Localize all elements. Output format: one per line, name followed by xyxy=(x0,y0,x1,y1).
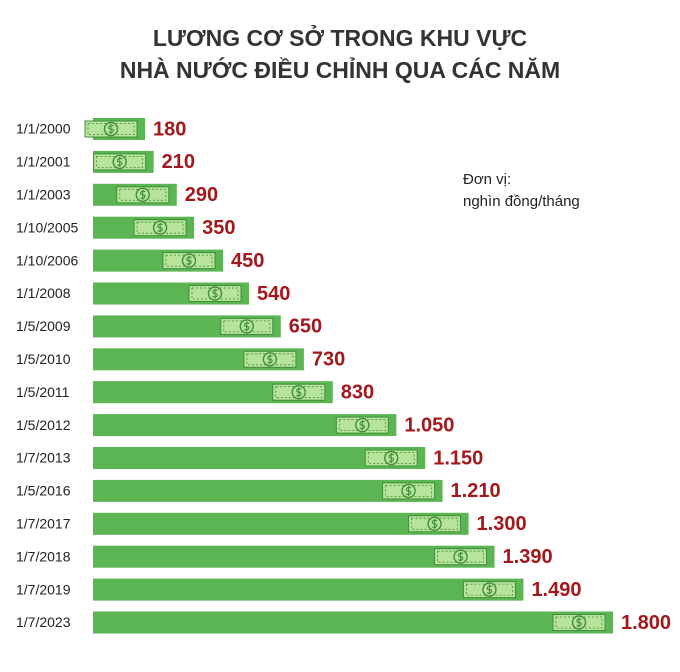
value-label: 1.210 xyxy=(451,480,501,502)
dollar-sign xyxy=(457,551,464,562)
chart-title: NHÀ NƯỚC ĐIỀU CHỈNH QUA CÁC NĂM xyxy=(120,55,560,83)
money-icon xyxy=(364,449,418,467)
value-label: 1.150 xyxy=(433,447,483,469)
y-tick-label: 1/1/2000 xyxy=(16,121,71,137)
value-label: 290 xyxy=(185,184,218,206)
value-label: 350 xyxy=(202,217,235,239)
money-icon xyxy=(272,383,326,401)
y-tick-label: 1/10/2006 xyxy=(16,252,78,268)
dollar-sign xyxy=(186,255,192,266)
money-icon xyxy=(93,153,147,171)
y-tick-label: 1/7/2018 xyxy=(16,548,71,564)
value-label: 830 xyxy=(341,381,374,403)
bar xyxy=(93,414,397,437)
y-tick-label: 1/1/2003 xyxy=(16,187,71,203)
money-icon xyxy=(434,548,488,566)
value-label: 1.300 xyxy=(477,513,527,535)
dollar-sign xyxy=(243,321,250,332)
y-tick-label: 1/5/2012 xyxy=(16,417,71,433)
y-tick-label: 1/5/2016 xyxy=(16,483,71,499)
value-label: 1.050 xyxy=(404,414,454,436)
dollar-sign xyxy=(295,387,302,398)
y-tick-label: 1/5/2009 xyxy=(16,318,71,334)
y-tick-label: 1/7/2019 xyxy=(16,581,71,597)
value-label: 730 xyxy=(312,349,345,371)
bar xyxy=(93,479,443,502)
dollar-sign xyxy=(108,124,114,134)
y-tick-label: 1/1/2008 xyxy=(16,285,71,301)
money-icon xyxy=(162,252,216,270)
dollar-sign xyxy=(576,617,582,628)
dollar-sign xyxy=(212,288,218,299)
dollar-sign xyxy=(139,189,146,200)
money-icon xyxy=(116,186,170,204)
banknote-inner xyxy=(96,155,144,168)
value-label: 210 xyxy=(162,151,195,173)
y-tick-label: 1/7/2017 xyxy=(16,516,71,532)
money-icon xyxy=(133,219,187,237)
value-label: 180 xyxy=(153,118,186,140)
value-label: 1.390 xyxy=(503,546,553,568)
money-icon xyxy=(220,317,274,335)
dollar-sign xyxy=(116,156,123,167)
money-icon xyxy=(188,285,242,302)
y-tick-label: 1/1/2001 xyxy=(16,154,71,170)
money-icon xyxy=(84,120,138,138)
chart-title: LƯƠNG CƠ SỞ TRONG KHU VỰC xyxy=(153,23,527,51)
money-icon xyxy=(462,581,516,599)
bar xyxy=(93,512,469,535)
y-tick-label: 1/7/2013 xyxy=(16,450,71,466)
bar xyxy=(93,578,524,601)
dollar-sign xyxy=(405,485,412,496)
value-label: 450 xyxy=(231,250,264,272)
dollar-sign xyxy=(157,222,163,233)
unit-note: nghìn đồng/tháng xyxy=(463,193,580,210)
money-icon xyxy=(552,614,606,631)
dollar-sign xyxy=(267,354,273,365)
dollar-sign xyxy=(486,584,493,595)
money-icon xyxy=(382,482,436,500)
bar xyxy=(93,447,426,469)
dollar-sign xyxy=(388,453,395,463)
y-tick-label: 1/5/2010 xyxy=(16,351,71,367)
value-label: 1.490 xyxy=(531,579,581,601)
money-icon xyxy=(335,416,389,434)
bar xyxy=(93,611,613,634)
y-tick-label: 1/7/2023 xyxy=(16,614,71,630)
dollar-sign xyxy=(431,518,438,529)
unit-note: Đơn vị: xyxy=(463,171,511,188)
money-icon xyxy=(408,515,462,533)
value-label: 650 xyxy=(289,316,322,338)
money-icon xyxy=(243,350,297,368)
y-tick-label: 1/5/2011 xyxy=(16,384,70,400)
y-tick-label: 1/10/2005 xyxy=(16,219,78,235)
bar xyxy=(93,545,495,568)
value-label: 540 xyxy=(257,283,290,305)
dollar-sign xyxy=(359,420,366,431)
value-label: 1.800 xyxy=(621,612,671,634)
